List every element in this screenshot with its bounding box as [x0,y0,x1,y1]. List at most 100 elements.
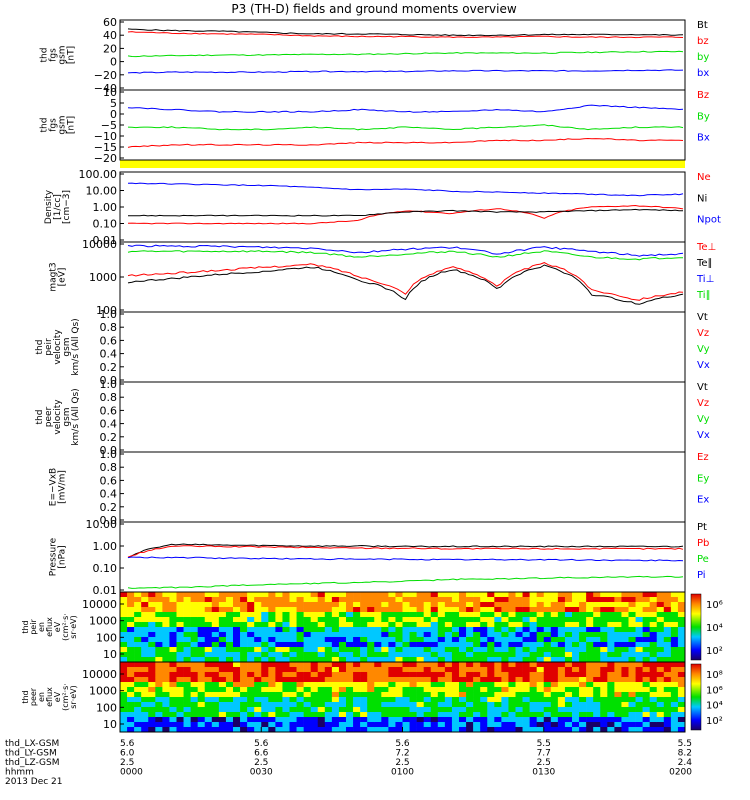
spectrogram-cell [261,647,269,653]
spectrogram-cell [586,627,594,633]
spectrogram-cell [395,702,403,708]
spectrogram-cell [346,647,354,653]
spectrogram-cell [466,672,474,678]
spectrogram-cell [656,642,665,648]
spectrogram-cell [536,632,545,638]
spectrogram-cell [289,722,297,728]
spectrogram-cell [254,707,262,713]
spectrogram-cell [331,672,340,678]
spectrogram-cell [233,602,241,608]
spectrogram-cell [579,607,587,613]
spectrogram-cell [247,707,255,713]
spectrogram-cell [317,707,326,713]
spectrogram-cell [303,667,311,673]
spectrogram-cell [572,642,580,648]
spectrogram-cell [155,667,163,673]
spectrogram-cell [663,592,672,598]
spectrogram-cell [353,647,361,653]
y-tick-label: 0.0 [100,444,118,457]
spectrogram-cell [127,592,135,598]
spectrogram-cell [593,682,601,688]
spectrogram-cell [649,627,658,633]
legend-Pi: Pi [697,570,706,581]
spectrogram-cell [317,652,326,658]
spectrogram-cell [346,612,354,618]
spectrogram-cell [324,627,333,633]
spectrogram-cell [642,727,650,733]
spectrogram-cell [586,592,594,598]
spectrogram-cell [346,697,354,703]
spectrogram-cell [409,607,417,613]
spectrogram-cell [183,677,191,683]
spectrogram-cell [247,722,255,728]
spectrogram-cell [416,707,424,713]
spectrogram-cell [557,692,566,698]
spectrogram-cell [374,692,382,698]
spectrogram-cell [190,702,198,708]
spectrogram-cell [466,647,474,653]
spectrogram-cell [487,687,495,693]
spectrogram-cell [148,632,156,638]
spectrogram-cell [268,687,276,693]
spectrogram-cell [388,707,396,713]
spectrogram-cell [254,642,262,648]
y-tick-label: 100.00 [79,168,118,181]
spectrogram-cell [183,622,191,628]
legend-bz: bz [697,36,709,47]
spectrogram-cell [522,667,530,673]
spectrogram-cell [536,657,545,663]
spectrogram-cell [310,607,319,613]
spectrogram-cell [451,597,460,603]
spectrogram-cell [254,627,262,633]
spectrogram-cell [536,642,545,648]
spectrogram-cell [628,697,636,703]
spectrogram-cell [162,697,170,703]
spectrogram-cell [395,697,403,703]
spectrogram-cell [141,642,149,648]
spectrogram-cell [240,702,248,708]
spectrogram-cell [127,667,135,673]
spectrogram-cell [176,677,184,683]
spectrogram-cell [600,642,608,648]
spectrogram-cell [268,617,276,623]
spectrogram-cell [572,727,580,733]
spectrogram-cell [430,612,439,618]
spectrogram-cell [338,682,347,688]
spectrogram-cell [508,722,516,728]
spectrogram-cell [579,682,587,688]
spectrogram-cell [141,652,149,658]
spectrogram-cell [324,647,333,653]
spectrogram-cell [656,662,665,668]
spectrogram-cell [367,687,375,693]
spectrogram-cell [211,692,220,698]
spectrogram-cell [204,697,213,703]
spectrogram-cell [649,717,658,723]
spectrogram-cell [642,672,650,678]
spectrogram-cell [642,612,650,618]
spectrogram-cell [607,707,615,713]
spectrogram-cell [409,602,417,608]
spectrogram-cell [204,677,213,683]
spectrogram-cell [600,607,608,613]
spectrogram-cell [331,687,340,693]
spectrogram-cell [459,667,467,673]
spectrogram-cell [240,592,248,598]
legend-By: By [697,111,710,122]
spectrogram-cell [600,632,608,638]
spectrogram-cell [621,702,629,708]
spectrogram-cell [579,687,587,693]
spectrogram-cell [176,607,184,613]
spectrogram-cell [579,612,587,618]
spectrogram-cell [444,677,453,683]
spectrogram-cell [423,712,432,718]
spectrogram-cell [557,622,566,628]
spectrogram-cell [275,642,283,648]
spectrogram-cell [522,592,530,598]
spectrogram-cell [218,597,227,603]
spectrogram-cell [395,687,403,693]
spectrogram-cell [169,607,177,613]
spectrogram-cell [310,722,319,728]
spectrogram-cell [459,692,467,698]
spectrogram-cell [169,727,177,733]
spectrogram-cell [564,602,573,608]
